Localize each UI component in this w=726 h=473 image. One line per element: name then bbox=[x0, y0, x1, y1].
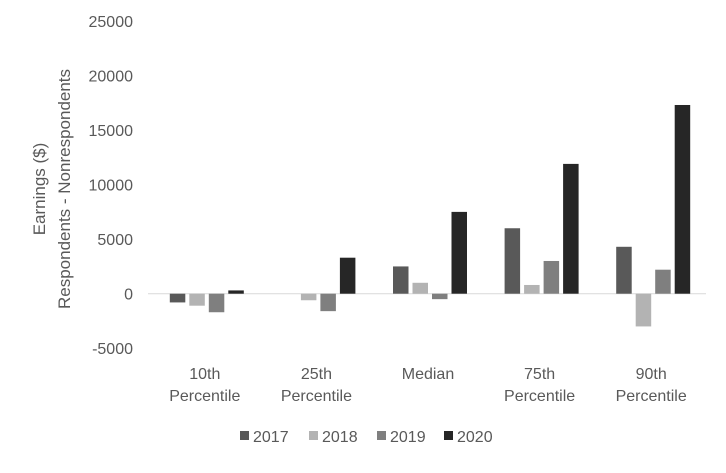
x-category-label: Percentile bbox=[504, 388, 575, 405]
x-category-label: Median bbox=[402, 366, 454, 383]
x-category-label: Percentile bbox=[281, 388, 352, 405]
x-category-label: 10th bbox=[189, 366, 220, 383]
bar-2020 bbox=[563, 163, 579, 294]
x-category-label: 25th bbox=[301, 366, 332, 383]
y-axis-label: Earnings ($) bbox=[30, 143, 49, 236]
bar-2018 bbox=[635, 293, 652, 327]
legend-swatch-2017 bbox=[240, 431, 249, 440]
bar-2018 bbox=[189, 293, 205, 306]
bar-2019 bbox=[655, 269, 671, 294]
legend-label: 2017 bbox=[253, 429, 289, 446]
y-tick-label: 5000 bbox=[97, 232, 133, 249]
bar-2020 bbox=[339, 257, 356, 294]
bar-2018 bbox=[412, 282, 428, 294]
bar-2019 bbox=[320, 293, 336, 312]
bar-2020 bbox=[451, 211, 467, 294]
bar-2020 bbox=[228, 290, 244, 294]
x-category-label: Percentile bbox=[169, 388, 240, 405]
y-tick-label: 0 bbox=[124, 287, 133, 304]
bar-2019 bbox=[208, 293, 225, 313]
bar-2018 bbox=[300, 293, 317, 301]
y-tick-label: 15000 bbox=[89, 123, 134, 140]
y-tick-label: -5000 bbox=[92, 341, 133, 358]
y-tick-label: 25000 bbox=[89, 14, 134, 31]
legend-swatch-2020 bbox=[444, 431, 453, 440]
bar-2017 bbox=[393, 266, 409, 294]
y-tick-label: 20000 bbox=[89, 69, 134, 86]
bar-2017 bbox=[504, 228, 521, 294]
legend-label: 2020 bbox=[457, 429, 493, 446]
bar-2017 bbox=[169, 293, 186, 303]
x-category-label: Percentile bbox=[616, 388, 687, 405]
bar-2020 bbox=[674, 104, 691, 294]
bar-2017 bbox=[616, 246, 632, 294]
x-category-label: 90th bbox=[636, 366, 667, 383]
bar-2018 bbox=[524, 284, 540, 294]
legend-swatch-2018 bbox=[309, 431, 318, 440]
legend-label: 2019 bbox=[390, 429, 426, 446]
legend-label: 2018 bbox=[322, 429, 358, 446]
y-axis-label: Respondents - Nonrespondents bbox=[55, 69, 74, 309]
bar-2019 bbox=[543, 260, 560, 294]
bar-2019 bbox=[432, 293, 448, 300]
y-tick-label: 10000 bbox=[89, 178, 134, 195]
x-category-label: 75th bbox=[524, 366, 555, 383]
legend-swatch-2019 bbox=[377, 431, 386, 440]
